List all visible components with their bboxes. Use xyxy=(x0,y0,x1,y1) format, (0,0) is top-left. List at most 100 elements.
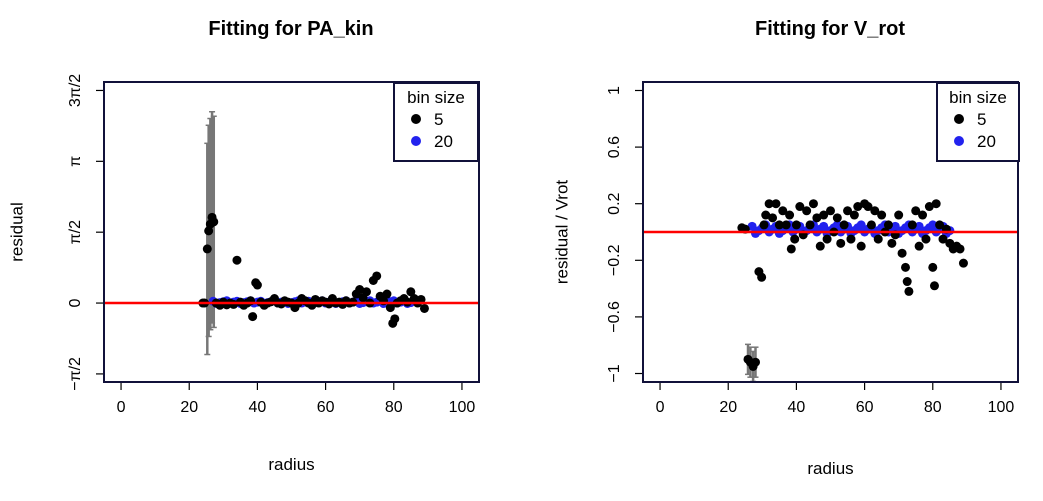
data-point-bin5 xyxy=(938,234,948,244)
data-point-bin5 xyxy=(372,271,382,281)
legend-title: bin size xyxy=(949,88,1007,107)
data-point-bin5 xyxy=(873,234,883,244)
data-point-bin5 xyxy=(805,220,815,230)
data-point-bin5 xyxy=(781,220,791,230)
data-point-bin5 xyxy=(931,199,941,209)
data-point-bin20 xyxy=(819,221,829,231)
data-point-bin5 xyxy=(202,244,212,254)
data-point-bin5 xyxy=(790,234,800,244)
y-tick-label: −0.2 xyxy=(606,244,623,276)
y-tick-label: 0 xyxy=(67,299,84,308)
data-point-bin5 xyxy=(771,199,781,209)
legend: bin size 5 20 xyxy=(393,82,479,162)
x-tick-label: 20 xyxy=(180,399,198,416)
data-point-bin5 xyxy=(921,234,931,244)
y-axis-label: residual / Vrot xyxy=(552,180,571,285)
x-tick-label: 40 xyxy=(788,399,806,416)
x-tick-label: 100 xyxy=(988,399,1015,416)
data-point-bin5 xyxy=(778,206,788,216)
data-point-bin5 xyxy=(785,210,795,220)
y-tick-label: −1 xyxy=(606,364,623,382)
legend-marker xyxy=(954,136,964,146)
data-point-bin5 xyxy=(901,262,910,272)
data-point-bin5 xyxy=(252,280,262,290)
x-tick-label: 100 xyxy=(449,399,476,416)
y-tick-label: 1 xyxy=(606,86,623,95)
data-point-bin5 xyxy=(382,289,392,299)
data-point-bin5 xyxy=(883,220,893,230)
legend-label: 20 xyxy=(434,132,453,151)
x-tick-label: 0 xyxy=(117,399,126,416)
plot-frame xyxy=(642,81,1019,383)
data-point-bin5 xyxy=(819,210,829,220)
legend-marker xyxy=(954,114,964,124)
data-point-bin5 xyxy=(795,202,805,212)
x-tick-label: 20 xyxy=(719,399,737,416)
y-axis-label: residual xyxy=(7,202,26,262)
x-tick-label: 80 xyxy=(385,399,403,416)
data-point-bin20 xyxy=(856,220,866,230)
data-point-bin5 xyxy=(877,210,887,220)
data-point-bin5 xyxy=(911,206,921,216)
x-axis-label: radius xyxy=(268,455,314,474)
data-point-bin5 xyxy=(815,241,825,251)
data-point-bin5 xyxy=(764,199,774,209)
data-point-bin5 xyxy=(751,357,760,367)
x-axis-label: radius xyxy=(807,459,853,478)
data-point-bin5 xyxy=(822,234,832,244)
chart-title: Fitting for PA_kin xyxy=(208,18,373,40)
data-point-bin5 xyxy=(232,255,242,265)
data-point-bin5 xyxy=(853,202,863,212)
data-point-bin5 xyxy=(836,238,846,248)
y-tick-label: 0.6 xyxy=(606,136,623,158)
chart-title: Fitting for V_rot xyxy=(755,18,905,40)
data-point-bin5 xyxy=(390,314,400,324)
data-point-bin5 xyxy=(929,281,939,291)
data-point-bin5 xyxy=(904,286,914,296)
y-tick-label: 0.2 xyxy=(606,192,623,214)
data-point-bin5 xyxy=(385,303,395,313)
legend-title: bin size xyxy=(407,88,465,107)
data-point-bin5 xyxy=(914,241,924,251)
data-point-bin20 xyxy=(832,220,842,230)
data-point-bin5 xyxy=(757,272,767,282)
data-point-bin5 xyxy=(849,210,859,220)
data-point-bin5 xyxy=(924,202,934,212)
data-point-bin5 xyxy=(958,258,968,268)
data-point-bin5 xyxy=(863,202,873,212)
data-point-bin5 xyxy=(248,312,258,322)
data-point-bin20 xyxy=(928,220,938,230)
y-tick-label: 3π/2 xyxy=(67,74,84,107)
data-point-bin5 xyxy=(928,262,938,272)
data-point-bin20 xyxy=(747,221,757,231)
data-point-bin5 xyxy=(812,213,822,223)
legend-marker xyxy=(411,136,421,146)
legend: bin size 5 20 xyxy=(936,82,1020,162)
data-point-bin5 xyxy=(832,213,842,223)
data-point-bin5 xyxy=(406,287,416,297)
data-point-bin5 xyxy=(846,234,856,244)
data-point-bin20 xyxy=(914,221,924,231)
x-tick-label: 40 xyxy=(249,399,267,416)
data-point-bin5 xyxy=(791,220,801,230)
data-point-bin5 xyxy=(856,241,866,251)
data-point-bin5 xyxy=(761,210,771,220)
legend-box xyxy=(936,82,1020,162)
data-point-bin5 xyxy=(204,226,214,236)
data-point-bin5 xyxy=(894,210,904,220)
x-tick-label: 60 xyxy=(317,399,335,416)
data-point-bin5 xyxy=(419,303,429,313)
legend-marker xyxy=(411,114,421,124)
legend-label: 5 xyxy=(434,110,443,129)
data-point-bin5 xyxy=(826,206,835,216)
y-tick-label: π xyxy=(67,156,84,167)
data-point-bin5 xyxy=(866,220,876,230)
data-point-bin5 xyxy=(907,220,917,230)
data-point-bin5 xyxy=(897,248,907,258)
plot-frame xyxy=(103,81,480,383)
y-tick-label: −0.6 xyxy=(606,301,623,333)
x-tick-label: 60 xyxy=(856,399,874,416)
